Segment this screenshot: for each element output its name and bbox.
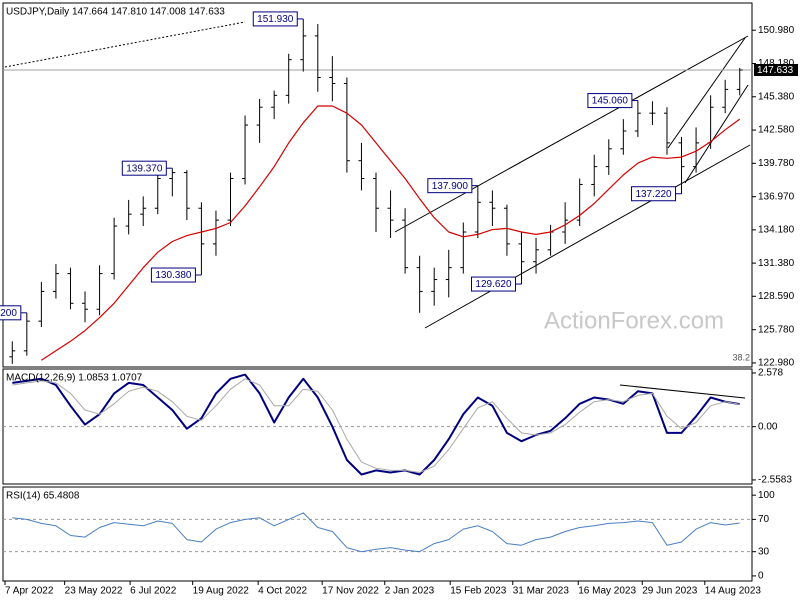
last-price-label: 147.633 — [757, 65, 794, 76]
corner-label: 38.2 — [732, 352, 750, 362]
annotation-label: 151.930 — [257, 14, 294, 25]
y-tick-label: 136.970 — [758, 191, 795, 202]
annotation-box — [150, 267, 196, 283]
x-tick-label: 14 Aug 2023 — [705, 586, 762, 597]
annotation-label: 130.380 — [155, 270, 192, 281]
annotation-box — [470, 276, 516, 292]
y-tick-label: 134.180 — [758, 225, 795, 236]
annotation-box — [252, 11, 298, 27]
annotation-label: 137.900 — [432, 181, 469, 192]
last-price-box — [754, 63, 798, 76]
x-tick-label: 15 Feb 2023 — [450, 586, 507, 597]
x-tick-label: 29 Jun 2023 — [642, 586, 697, 597]
trend-line — [619, 384, 746, 399]
annotation-box — [427, 178, 473, 194]
annotation-label: 129.620 — [475, 279, 512, 290]
x-tick-label: 31 Mar 2023 — [513, 586, 570, 597]
y-tick-label: 128.590 — [758, 291, 795, 302]
annotation-box — [0, 305, 22, 321]
y-tick-label: 148.180 — [758, 58, 795, 69]
x-tick-label: 2 Jan 2023 — [385, 586, 435, 597]
series-line — [12, 512, 740, 553]
x-tick-label: 19 Aug 2022 — [193, 586, 250, 597]
annotation-box — [121, 160, 167, 176]
y-tick-label: 122.980 — [758, 358, 795, 369]
panel-title: USDJPY,Daily 147.664 147.810 147.008 147… — [6, 7, 225, 18]
x-tick-label: 23 May 2022 — [65, 586, 123, 597]
trend-lines — [4, 21, 751, 399]
series-line — [12, 378, 740, 473]
trend-line — [4, 21, 246, 68]
moving-average — [41, 105, 741, 361]
y-tick-label: 139.780 — [758, 158, 795, 169]
watermark: ActionForex.com — [544, 307, 724, 334]
series-line — [12, 373, 740, 476]
price-panel — [2, 2, 753, 368]
rsi-panel — [2, 486, 753, 582]
y-tick-label: 150.980 — [758, 25, 795, 36]
y-tick-label: 100 — [758, 490, 775, 501]
x-tick-label: 16 May 2023 — [578, 586, 636, 597]
panel-title: MACD(12,26,9) 1.0853 1.0707 — [6, 373, 143, 384]
y-tick-label: 145.380 — [758, 91, 795, 102]
annotation-label: 127.200 — [0, 308, 17, 319]
y-tick-label: 30 — [758, 546, 770, 557]
annotation-box — [587, 93, 633, 109]
x-tick-label: 7 Apr 2022 — [5, 586, 54, 597]
y-tick-label: 0.00 — [758, 421, 778, 432]
y-tick-label: 70 — [758, 514, 770, 525]
annotation-label: 137.220 — [635, 189, 672, 200]
y-tick-label: 142.580 — [758, 125, 795, 136]
y-tick-label: 131.380 — [758, 258, 795, 269]
annotation-label: 139.370 — [126, 163, 163, 174]
trend-line — [667, 37, 746, 149]
x-tick-label: 4 Oct 2022 — [258, 586, 307, 597]
x-tick-label: 17 Nov 2022 — [322, 586, 379, 597]
annotation-label: 145.060 — [592, 96, 629, 107]
annotation-box — [631, 186, 677, 202]
x-tick-label: 6 Jul 2022 — [130, 586, 177, 597]
panel-title: RSI(14) 65.4808 — [6, 491, 80, 502]
y-tick-label: -2.5583 — [758, 475, 792, 486]
y-tick-label: 2.578 — [758, 368, 783, 379]
y-tick-label: 0 — [758, 571, 764, 582]
y-tick-label: 125.780 — [758, 324, 795, 335]
trend-line — [424, 144, 751, 329]
trend-line — [394, 35, 749, 233]
